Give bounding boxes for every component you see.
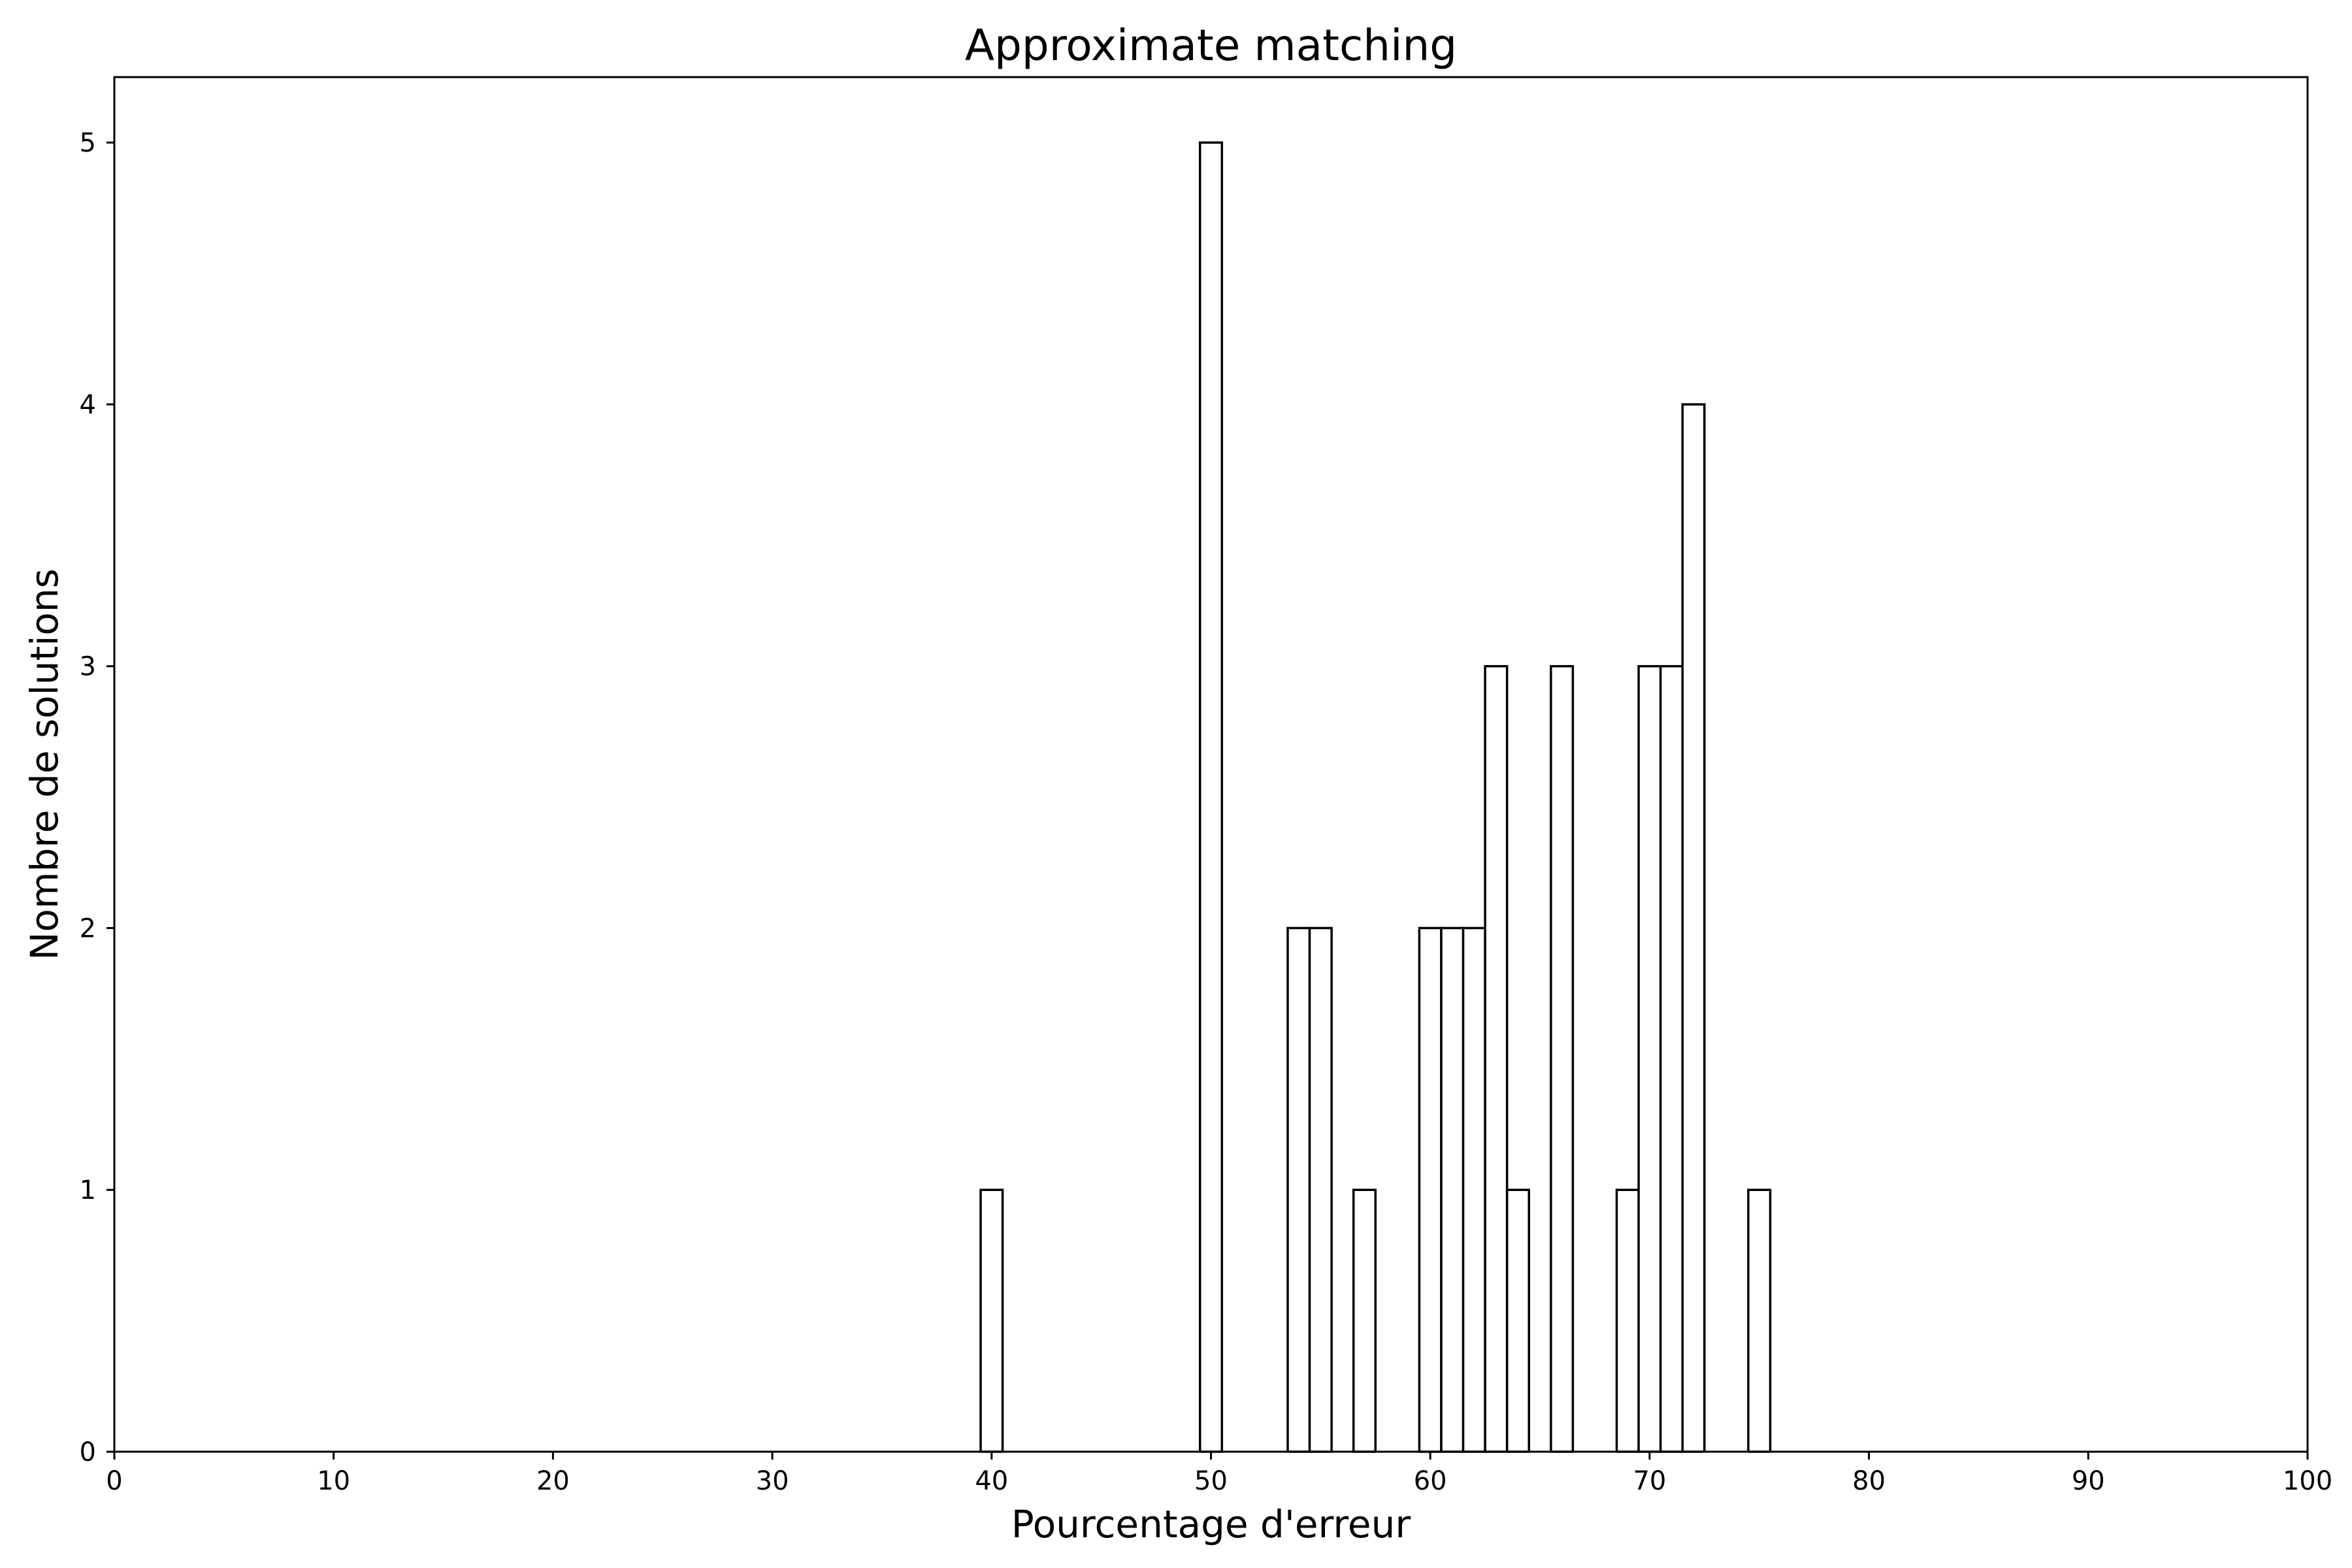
histogram-bar xyxy=(1681,403,1706,1453)
histogram-bar xyxy=(1747,1188,1772,1453)
x-tick-label: 10 xyxy=(317,1466,350,1496)
x-tick-label: 90 xyxy=(2072,1466,2105,1496)
histogram-bar xyxy=(1286,926,1311,1453)
histogram-bar xyxy=(979,1188,1004,1453)
y-tick-label: 1 xyxy=(80,1175,96,1205)
histogram-bar xyxy=(1505,1188,1531,1453)
histogram-bar xyxy=(1462,926,1486,1453)
x-tick-label: 40 xyxy=(975,1466,1008,1496)
y-tick-label: 5 xyxy=(80,128,96,158)
histogram-bar xyxy=(1550,664,1575,1453)
bars-layer xyxy=(979,141,1772,1453)
y-tick-label: 4 xyxy=(80,390,96,420)
plot-frame xyxy=(113,76,2309,1453)
x-tick-label: 70 xyxy=(1633,1466,1666,1496)
y-tick-label: 3 xyxy=(80,652,96,682)
x-axis-label: Pourcentage d'erreur xyxy=(1011,1502,1411,1546)
histogram-bar xyxy=(1637,664,1662,1453)
y-tick-label: 0 xyxy=(80,1437,96,1467)
x-tick-label: 100 xyxy=(2283,1466,2332,1496)
chart-title: Approximate matching xyxy=(965,20,1457,71)
x-tick-label: 80 xyxy=(1852,1466,1886,1496)
histogram-bar xyxy=(1418,926,1443,1453)
ticks-layer: 0 10 20 30 40 50 60 70 80 90 100 0 1 2 3 4 5 xyxy=(80,128,2333,1496)
histogram-bar xyxy=(1659,664,1684,1453)
histogram-bar xyxy=(1440,926,1465,1453)
histogram-bar xyxy=(1352,1188,1377,1453)
histogram-bar xyxy=(1484,664,1509,1453)
y-axis-label: Nombre de solutions xyxy=(22,568,67,960)
x-tick-label: 20 xyxy=(536,1466,570,1496)
x-tick-label: 60 xyxy=(1414,1466,1447,1496)
histogram-bar xyxy=(1308,926,1333,1453)
x-tick-label: 0 xyxy=(106,1466,122,1496)
x-tick-label: 50 xyxy=(1194,1466,1228,1496)
histogram-bar xyxy=(1615,1188,1640,1453)
histogram-bar xyxy=(1198,141,1224,1453)
x-tick-label: 30 xyxy=(756,1466,789,1496)
y-tick-label: 2 xyxy=(80,913,96,943)
